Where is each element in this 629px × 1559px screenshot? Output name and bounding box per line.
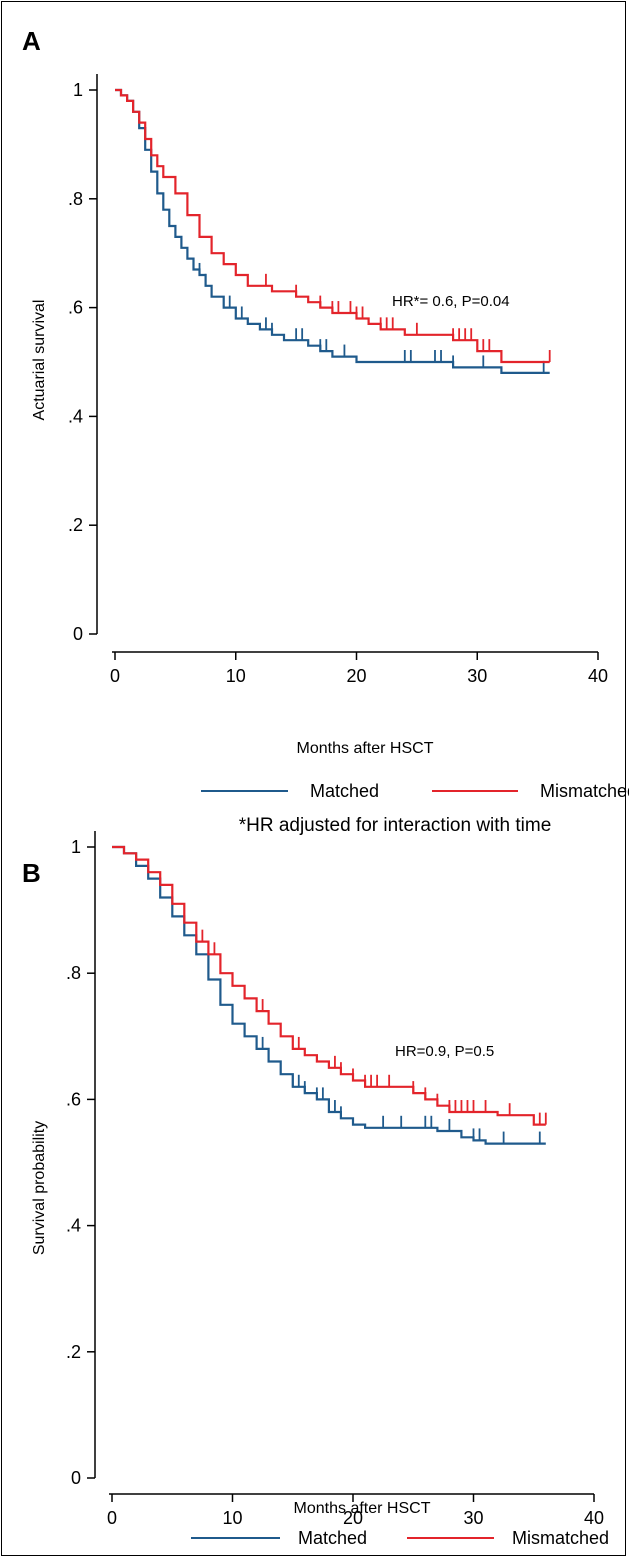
panel-a-x-tick-label: 10 xyxy=(226,666,246,686)
panel-b-mismatched-curve xyxy=(112,847,546,1125)
panel-a-matched-curve xyxy=(115,90,550,373)
panel-a-y-tick-label: 0 xyxy=(73,624,83,644)
panel-b: B 0.2.4.6.810 10 20 30 40 HR=0.9, P=0.5 Mont… xyxy=(22,831,609,1548)
panel-a-y-tick-label: 1 xyxy=(73,80,83,100)
panel-a-x-tick-label: 20 xyxy=(346,666,366,686)
panel-a-legend-matched-label: Matched xyxy=(310,781,379,801)
panel-b-y-tick-label: 1 xyxy=(71,837,81,857)
panel-b-x-axis-title: Months after HSCT xyxy=(294,1500,431,1517)
panel-b-y-tick-label: .2 xyxy=(66,1342,81,1362)
panel-a-annotation: HR*= 0.6, P=0.04 xyxy=(392,293,510,310)
panel-a-legend-mismatched-label: Mismatched xyxy=(540,781,629,801)
panel-b-y-tick-label: .8 xyxy=(66,963,81,983)
panel-b-legend-mismatched-label: Mismatched xyxy=(512,1528,609,1548)
panel-b-y-tick-label: 0 xyxy=(71,1468,81,1488)
panel-b-series xyxy=(112,847,546,1144)
panel-a-y-tick-label: .6 xyxy=(68,298,83,318)
panel-b-annotation: HR=0.9, P=0.5 xyxy=(395,1043,494,1060)
panel-a: A 0.2.4.6.810 10 20 30 40 HR*= 0.6, P=0.04 M… xyxy=(22,26,629,836)
panel-a-mismatched-curve xyxy=(115,90,550,362)
panel-b-x-tick-label: 0 xyxy=(107,1508,117,1528)
panel-b-letter: B xyxy=(22,858,41,888)
panel-a-y-tick-label: .4 xyxy=(68,406,83,426)
panel-a-x-tick-label: 0 xyxy=(110,666,120,686)
panel-b-axes: 0.2.4.6.810 10 20 30 40 xyxy=(66,831,604,1528)
panel-a-footnote: *HR adjusted for interaction with time xyxy=(239,815,552,836)
panel-a-axes: 0.2.4.6.810 10 20 30 40 xyxy=(68,74,608,686)
panel-a-y-tick-label: .2 xyxy=(68,515,83,535)
panel-a-x-axis-title: Months after HSCT xyxy=(297,740,434,757)
panel-a-series xyxy=(115,90,550,373)
panel-b-y-axis-title: Survival probability xyxy=(31,1121,48,1255)
panel-b-y-tick-label: .4 xyxy=(66,1216,81,1236)
panel-a-x-tick-label: 30 xyxy=(467,666,487,686)
panel-b-x-tick-label: 10 xyxy=(222,1508,242,1528)
panel-a-y-axis-title: Actuarial survival xyxy=(31,300,48,421)
panel-b-y-tick-label: .6 xyxy=(66,1089,81,1109)
panel-b-matched-curve xyxy=(112,847,546,1144)
panel-b-legend-matched-label: Matched xyxy=(298,1528,367,1548)
panel-b-x-tick-label: 40 xyxy=(584,1508,604,1528)
panel-b-x-tick-label: 30 xyxy=(463,1508,483,1528)
panel-a-y-tick-label: .8 xyxy=(68,189,83,209)
panel-a-letter: A xyxy=(22,26,41,56)
panel-a-x-tick-label: 40 xyxy=(588,666,608,686)
